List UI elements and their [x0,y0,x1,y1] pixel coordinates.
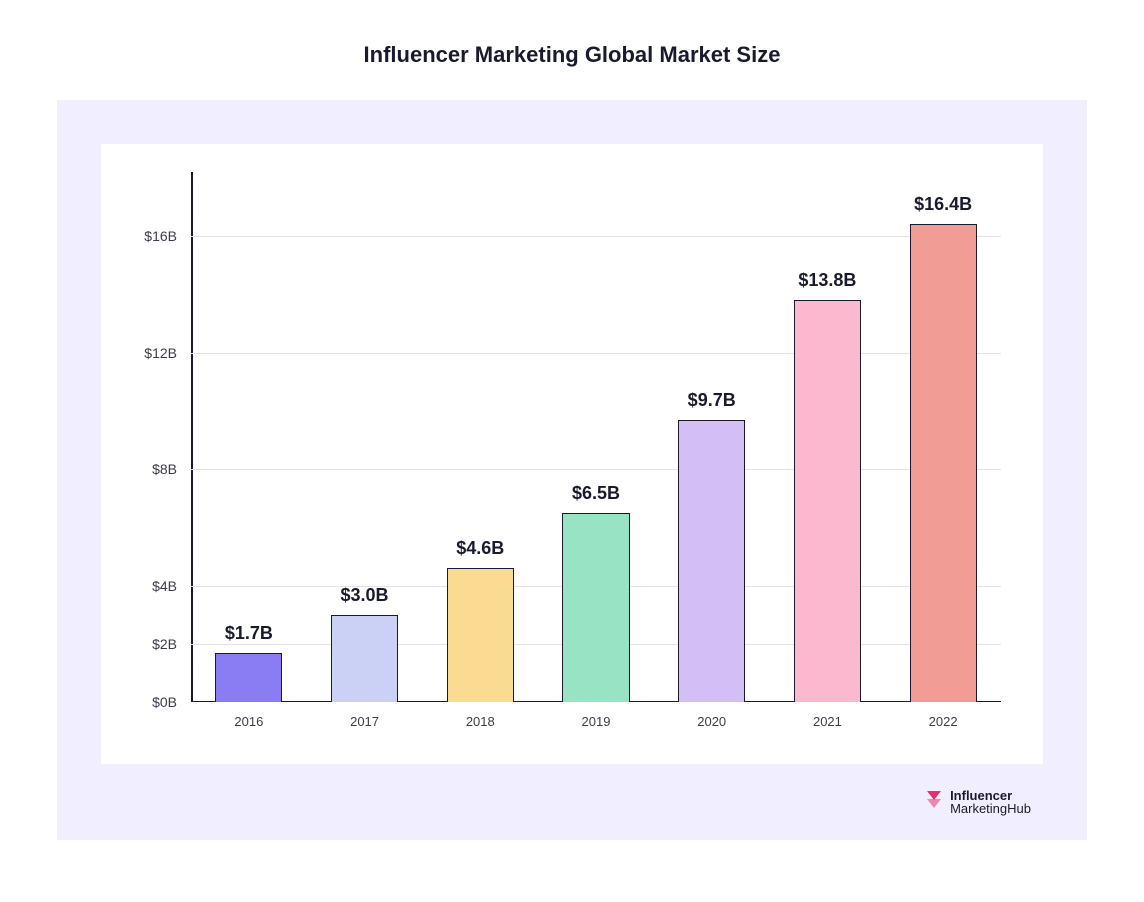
y-tick-label: $4B [152,578,191,594]
y-tick-label: $2B [152,636,191,652]
bar-value-label: $4.6B [456,538,504,559]
x-tick-label: 2020 [697,702,726,729]
bar-value-label: $3.0B [341,585,389,606]
bar-value-label: $16.4B [914,194,972,215]
chart-outer-panel: $0B$2B$4B$8B$12B$16B$1.7B2016$3.0B2017$4… [57,100,1087,840]
bar-value-label: $1.7B [225,623,273,644]
brand-logo: Influencer MarketingHub [924,789,1031,816]
bar: $1.7B [215,653,282,703]
bar: $6.5B [562,513,629,702]
x-tick-label: 2018 [466,702,495,729]
plot-area: $0B$2B$4B$8B$12B$16B$1.7B2016$3.0B2017$4… [191,172,1001,702]
logo-text: Influencer MarketingHub [950,789,1031,816]
grid-line [191,353,1001,354]
chart-title: Influencer Marketing Global Market Size [364,42,781,68]
bar: $9.7B [678,420,745,702]
x-tick-label: 2022 [929,702,958,729]
x-tick-label: 2019 [582,702,611,729]
y-tick-label: $12B [144,345,191,361]
y-axis [191,172,193,702]
logo-mark-icon [924,791,944,813]
y-tick-label: $16B [144,228,191,244]
y-tick-label: $8B [152,461,191,477]
bar: $3.0B [331,615,398,702]
bar: $16.4B [910,224,977,702]
chart-inner-panel: $0B$2B$4B$8B$12B$16B$1.7B2016$3.0B2017$4… [101,144,1043,764]
bar-value-label: $9.7B [688,390,736,411]
grid-line [191,236,1001,237]
grid-line [191,469,1001,470]
bar-value-label: $13.8B [798,270,856,291]
bar-value-label: $6.5B [572,483,620,504]
logo-line2: MarketingHub [950,801,1031,816]
bar: $4.6B [447,568,514,702]
y-tick-label: $0B [152,694,191,710]
x-tick-label: 2021 [813,702,842,729]
x-tick-label: 2016 [234,702,263,729]
bar: $13.8B [794,300,861,702]
x-tick-label: 2017 [350,702,379,729]
